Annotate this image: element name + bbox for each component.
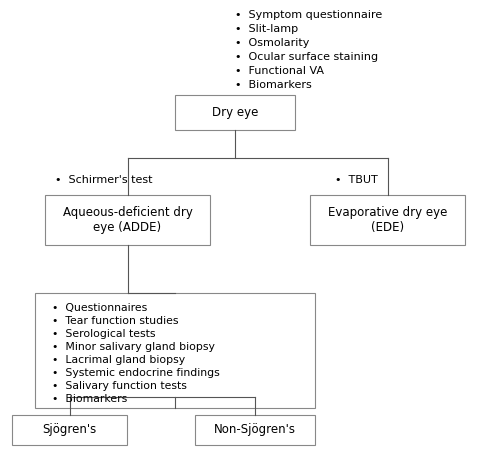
Text: Aqueous-deficient dry
eye (ADDE): Aqueous-deficient dry eye (ADDE) (62, 206, 192, 234)
Text: •  Questionnaires: • Questionnaires (52, 303, 147, 313)
Bar (175, 95, 295, 130)
Text: Evaporative dry eye
(EDE): Evaporative dry eye (EDE) (328, 206, 447, 234)
Text: •  Biomarkers: • Biomarkers (235, 80, 312, 90)
Bar (195, 415, 315, 445)
Text: •  Salivary function tests: • Salivary function tests (52, 381, 187, 391)
Text: •  Serological tests: • Serological tests (52, 329, 156, 339)
Text: •  Biomarkers: • Biomarkers (52, 394, 127, 404)
Text: •  Ocular surface staining: • Ocular surface staining (235, 52, 378, 62)
Text: •  Systemic endocrine findings: • Systemic endocrine findings (52, 368, 220, 378)
Text: •  Osmolarity: • Osmolarity (235, 38, 310, 48)
Bar (310, 195, 465, 245)
Text: •  Functional VA: • Functional VA (235, 66, 324, 76)
Bar (35, 293, 315, 408)
Text: Sjögren's: Sjögren's (42, 424, 96, 436)
Text: •  Lacrimal gland biopsy: • Lacrimal gland biopsy (52, 355, 185, 365)
Text: •  Slit-lamp: • Slit-lamp (235, 24, 298, 34)
Bar (12, 415, 127, 445)
Text: •  Tear function studies: • Tear function studies (52, 316, 178, 326)
Text: •  Minor salivary gland biopsy: • Minor salivary gland biopsy (52, 342, 215, 352)
Text: Dry eye: Dry eye (212, 106, 258, 119)
Text: •  Symptom questionnaire: • Symptom questionnaire (235, 10, 382, 20)
Text: •  Schirmer's test: • Schirmer's test (55, 175, 152, 185)
Text: Non-Sjögren's: Non-Sjögren's (214, 424, 296, 436)
Bar (45, 195, 210, 245)
Text: •  TBUT: • TBUT (335, 175, 378, 185)
